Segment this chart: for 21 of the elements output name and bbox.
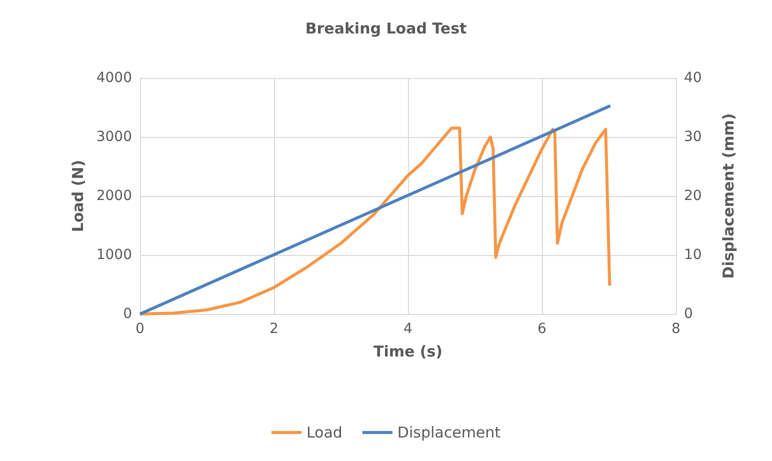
- y-tick-label: 3000: [96, 129, 132, 145]
- x-axis-title: Time (s): [373, 342, 443, 360]
- y2-tick-label: 0: [684, 306, 693, 322]
- legend-label: Load: [306, 424, 342, 442]
- y-axis-title: Load (N): [68, 160, 87, 232]
- y2-tick-label: 10: [684, 247, 702, 263]
- y-tick-label: 4000: [96, 70, 132, 86]
- chart-title: Breaking Load Test: [305, 20, 467, 38]
- y-tick-label: 1000: [96, 247, 132, 263]
- y2-tick-label: 20: [684, 188, 702, 204]
- x-tick-label: 0: [136, 321, 144, 337]
- y-tick-label: 0: [123, 306, 132, 322]
- x-tick-label: 6: [538, 321, 547, 337]
- x-tick-label: 4: [404, 321, 413, 337]
- legend-label: Displacement: [397, 424, 501, 442]
- y2-tick-label: 30: [684, 129, 702, 145]
- y-tick-label: 2000: [96, 188, 132, 204]
- x-tick-label: 2: [270, 321, 278, 337]
- y2-axis-title: Displacement (mm): [720, 113, 738, 279]
- y2-tick-label: 40: [684, 70, 702, 86]
- x-tick-label: 8: [672, 321, 680, 337]
